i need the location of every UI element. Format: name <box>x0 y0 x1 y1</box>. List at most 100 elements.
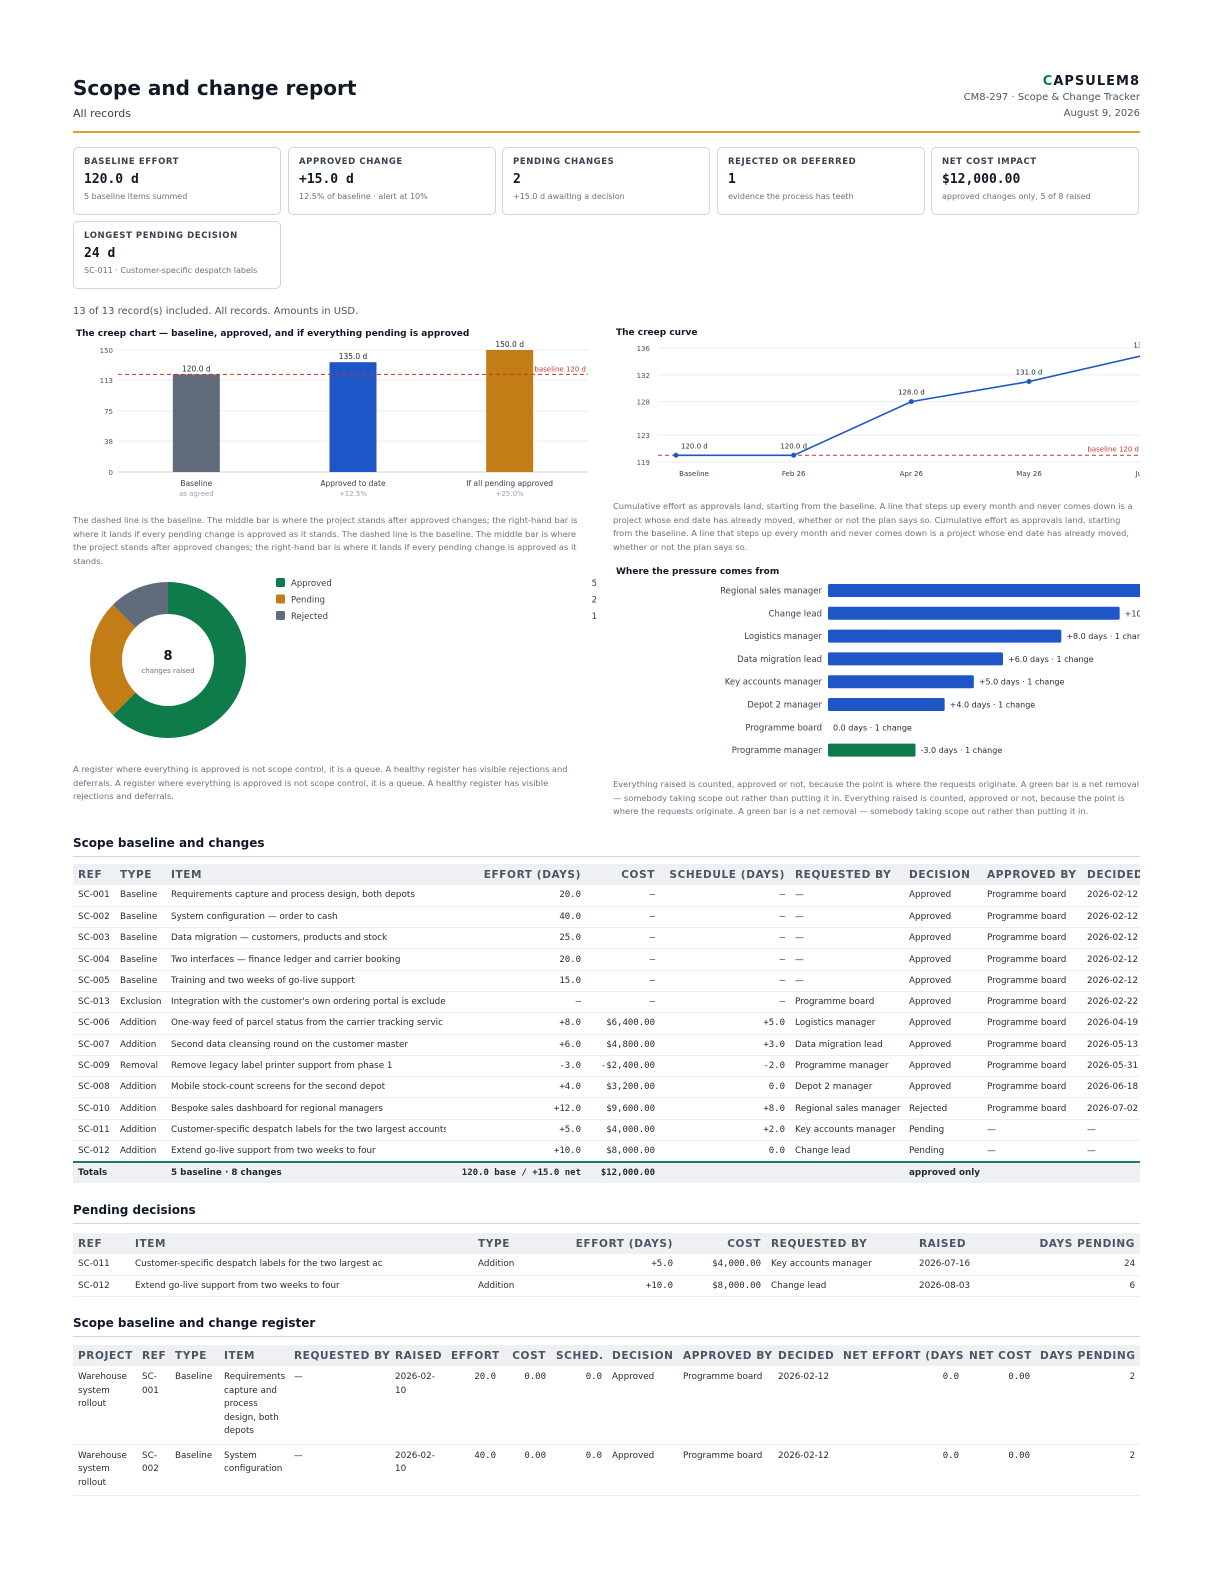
table-cell: Regional sales manager <box>790 1097 904 1120</box>
table-cell: SC-012 <box>73 1140 115 1163</box>
column-header: TYPE <box>473 1233 548 1254</box>
totals-cell <box>1082 1160 1140 1183</box>
data-label: 131.0 d <box>1016 369 1043 377</box>
table-cell: SC-008 <box>73 1076 115 1099</box>
brand-mark: C <box>1042 74 1054 89</box>
table-cell: Approved <box>904 885 982 907</box>
table-cell: — <box>586 970 660 992</box>
table-cell: Approved <box>904 948 982 971</box>
table-cell: Programme board <box>982 970 1082 992</box>
table-cell: Addition <box>115 1076 166 1099</box>
table-cell: — <box>660 927 790 950</box>
bar-value-label: 150.0 d <box>495 340 524 349</box>
table-cell: 2026-02-12 <box>1082 927 1140 950</box>
creep-curve-caption: Cumulative effort as approvals land, sta… <box>613 501 1133 552</box>
brand-logo: CAPSULEM8 <box>1043 74 1140 89</box>
kpi-card-net-cost: NET COST IMPACT $12,000.00 approved chan… <box>931 147 1139 215</box>
table-cell: Mobile stock-count screens for the secon… <box>166 1076 446 1099</box>
table-cell: 2026-02-12 <box>1082 906 1140 929</box>
bar-category-label: Programme board <box>745 723 822 733</box>
bar-value-label: +10.0 days · 1 cha <box>1125 609 1140 618</box>
totals-cell: 120.0 base / +15.0 net <box>446 1160 586 1183</box>
y-tick-label: 119 <box>637 459 650 467</box>
table-cell: 2026-07-16 <box>914 1254 1004 1276</box>
bar <box>486 350 534 472</box>
kpi-label: REJECTED OR DEFERRED <box>728 157 857 167</box>
baseline-table-title: Scope baseline and changes <box>73 836 265 850</box>
bar-value-label: +4.0 days · 1 change <box>950 701 1036 710</box>
kpi-note: SC-011 · Customer-specific despatch labe… <box>84 266 258 275</box>
table-cell: Programme board <box>982 927 1082 950</box>
totals-cell <box>660 1160 790 1183</box>
table-cell: System configuration <box>219 1444 289 1496</box>
table-cell: Key accounts manager <box>790 1119 904 1142</box>
data-point <box>1026 379 1032 385</box>
table-cell: Baseline <box>115 927 166 950</box>
column-header: COST <box>586 864 660 885</box>
table-cell: 2026-05-31 <box>1082 1055 1140 1078</box>
creep-chart-title: The creep chart — baseline, approved, an… <box>76 329 470 339</box>
table-cell: Exclusion <box>115 991 166 1014</box>
table-cell: — <box>660 948 790 971</box>
table-cell: 0.00 <box>501 1444 551 1496</box>
bar <box>329 362 377 472</box>
page-subtitle: All records <box>73 107 132 120</box>
table-cell: SC-002 <box>137 1444 170 1496</box>
column-header: DAYS PENDING <box>1035 1345 1140 1366</box>
table-cell: Programme board <box>982 948 1082 971</box>
y-tick-label: 75 <box>104 408 113 416</box>
table-cell: Addition <box>115 1012 166 1035</box>
table-cell: +5.0 <box>446 1119 586 1142</box>
table-cell: 6 <box>1004 1275 1140 1298</box>
y-tick-label: 38 <box>104 438 113 446</box>
bar <box>172 374 220 472</box>
table-cell: SC-010 <box>73 1097 115 1120</box>
table-cell: $3,200.00 <box>586 1076 660 1099</box>
x-tick-label: Feb 26 <box>782 470 806 478</box>
table-cell: — <box>790 906 904 929</box>
table-row: Warehouse system rollout SC-002 Baseline Sy… <box>73 1444 1140 1496</box>
table-cell: Customer-specific despatch labels for th… <box>130 1254 473 1276</box>
column-header: PROJECT <box>73 1345 137 1366</box>
records-included-note: 13 of 13 record(s) included. All records… <box>73 306 359 317</box>
table-cell: — <box>586 885 660 907</box>
column-header: SCHED. <box>551 1345 607 1366</box>
table-cell: 2 <box>1035 1366 1140 1445</box>
change-register-table: PROJECT REF TYPE ITEM REQUESTED BY RAISED EFFO… <box>73 1345 1140 1496</box>
table-cell: Programme board <box>982 1097 1082 1120</box>
table-row: Warehouse system rollout SC-001 Baseline Re… <box>73 1366 1140 1445</box>
table-cell: +12.0 <box>446 1097 586 1120</box>
table-cell: 0.00 <box>964 1366 1035 1445</box>
y-tick-label: 113 <box>100 377 113 385</box>
table-row: SC-013 Exclusion Integration with the cust… <box>73 991 1140 1014</box>
table-cell: SC-004 <box>73 948 115 971</box>
data-point <box>908 399 914 405</box>
creep-curve-chart: 136 132 128 123 119 baseline 120 d 120.0 d Base… <box>637 342 1140 478</box>
table-cell: Approved <box>904 906 982 929</box>
table-cell: +3.0 <box>660 1034 790 1056</box>
table-cell: Two interfaces — finance ledger and carr… <box>166 948 446 971</box>
column-header: NET EFFORT (DAYS) <box>838 1345 964 1366</box>
table-cell: 0.0 <box>551 1366 607 1445</box>
data-point <box>673 452 679 458</box>
bar <box>828 606 1120 620</box>
table-cell: Programme board <box>982 1055 1082 1078</box>
column-header: RAISED <box>390 1345 446 1366</box>
register-table-title: Scope baseline and change register <box>73 1316 316 1330</box>
table-cell: Approved <box>904 1012 982 1035</box>
legend-value: 2 <box>592 596 597 606</box>
table-cell: SC-003 <box>73 927 115 950</box>
table-cell: Requirements capture and process design,… <box>219 1366 289 1445</box>
column-header: EFFORT (DAYS) <box>548 1233 678 1254</box>
pending-decisions-table: REF ITEM TYPE EFFORT (DAYS) COST REQUESTED BY… <box>73 1233 1140 1298</box>
table-cell: 0.0 <box>551 1444 607 1496</box>
kpi-note: 5 baseline items summed <box>84 192 188 201</box>
column-header: COST <box>678 1233 766 1254</box>
table-row: SC-002 Baseline System configuration — ord… <box>73 906 1140 929</box>
column-header: REQUESTED BY <box>289 1345 390 1366</box>
bar-value-label: +5.0 days · 1 change <box>979 678 1065 687</box>
brand-name: APSULEM8 <box>1053 74 1140 89</box>
table-cell: Change lead <box>790 1140 904 1163</box>
pending-table-title: Pending decisions <box>73 1203 196 1217</box>
table-cell: SC-011 <box>73 1119 115 1142</box>
